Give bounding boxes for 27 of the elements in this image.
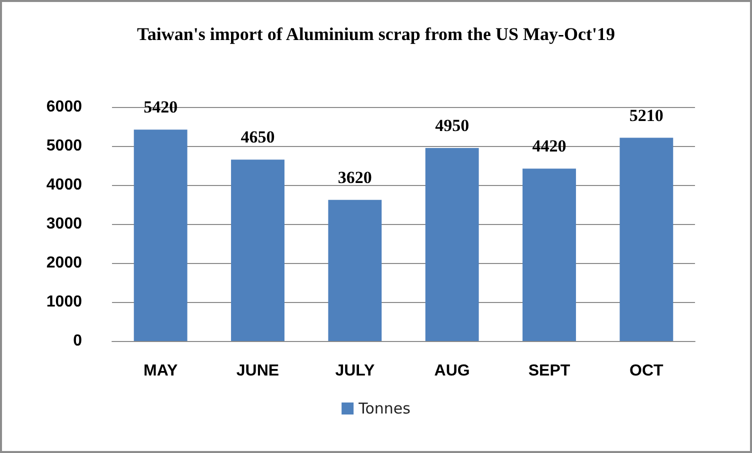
data-label: 5420 bbox=[144, 98, 178, 117]
bar bbox=[425, 148, 479, 341]
x-tick-label: AUG bbox=[434, 362, 470, 380]
x-tick-label: JUNE bbox=[236, 362, 280, 380]
data-label: 4420 bbox=[532, 136, 566, 156]
data-label: 4650 bbox=[240, 128, 275, 147]
data-label: 4950 bbox=[435, 116, 470, 135]
x-tick-label: MAY bbox=[144, 362, 178, 380]
bar bbox=[328, 200, 382, 341]
y-tick-label: 3000 bbox=[46, 216, 82, 232]
y-tick-label: 5000 bbox=[46, 138, 82, 154]
y-tick-label: 6000 bbox=[46, 98, 82, 116]
y-tick-label: 0 bbox=[73, 332, 82, 350]
chart-title: Taiwan's import of Aluminium scrap from the US May-Oct'19 bbox=[136, 24, 616, 44]
x-tick-label: JULY bbox=[335, 362, 375, 380]
bar bbox=[620, 138, 674, 341]
data-label: 3620 bbox=[338, 168, 372, 187]
x-tick-label: OCT bbox=[630, 362, 664, 380]
x-tick-label: SEPT bbox=[528, 362, 570, 380]
bar bbox=[231, 160, 284, 341]
y-tick-label: 4000 bbox=[46, 176, 82, 194]
y-tick-label: 1000 bbox=[46, 294, 82, 310]
bar bbox=[522, 168, 576, 341]
legend-label: Tonnes bbox=[358, 400, 411, 418]
y-tick-label: 2000 bbox=[46, 254, 82, 272]
data-label: 5210 bbox=[629, 106, 664, 125]
bar bbox=[134, 130, 188, 341]
